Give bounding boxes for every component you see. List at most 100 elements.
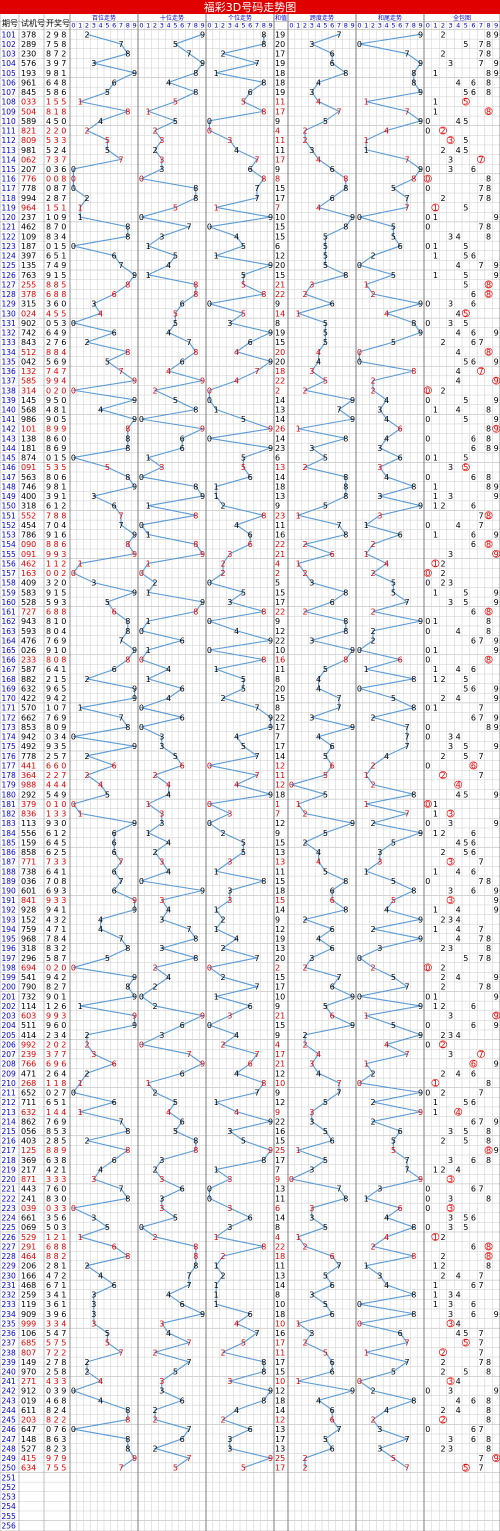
- sum-cell: 9: [275, 1175, 280, 1184]
- pack-repeat-ring: [423, 963, 432, 972]
- digit-mark: 6: [248, 88, 253, 97]
- digit-mark: 5: [105, 136, 110, 145]
- period-cell: 183: [2, 819, 17, 828]
- digit-mark: 6: [180, 1435, 185, 1444]
- digit-mark: 8: [193, 1252, 198, 1261]
- pack-mark: 9: [494, 713, 499, 722]
- digit-mark: 8: [125, 1194, 130, 1203]
- tail-mark: 0: [357, 213, 362, 222]
- open-cell: 9 5 0: [46, 396, 66, 405]
- pack-mark: 9: [494, 973, 499, 982]
- digit-mark: 4: [166, 694, 171, 703]
- trial-cell: 552: [21, 511, 36, 520]
- digit-header: 6: [248, 22, 252, 30]
- open-cell: 3 4 1: [46, 1291, 66, 1300]
- pack-mark: 6: [471, 1098, 476, 1107]
- period-cell: 106: [2, 78, 17, 87]
- digit-mark: 2: [84, 194, 89, 203]
- digit-mark: 0: [207, 963, 212, 972]
- sum-cell: 15: [275, 1021, 285, 1030]
- period-cell: 193: [2, 915, 17, 924]
- trial-cell: 230: [21, 50, 36, 59]
- digit-mark: 3: [159, 232, 164, 241]
- pack-mark: 8: [486, 1367, 491, 1376]
- period-cell: 139: [2, 396, 17, 405]
- pack-mark: 6: [471, 1242, 476, 1251]
- digit-header: 7: [119, 22, 123, 30]
- pack-mark: 0: [425, 165, 430, 174]
- pack-mark: 5: [463, 1339, 468, 1348]
- open-cell: 7 3 7: [46, 155, 66, 164]
- sum-cell: 9: [275, 617, 280, 626]
- pack-mark: 6: [471, 502, 476, 511]
- trial-cell: 928: [21, 906, 36, 915]
- pack-mark: 3: [448, 155, 453, 164]
- pack-mark: 6: [471, 1214, 476, 1223]
- digit-header: 0: [139, 22, 143, 30]
- digit-header: 4: [99, 22, 103, 30]
- pack-repeat-ring: [423, 569, 432, 577]
- pack-mark: 8: [486, 175, 491, 184]
- span-mark: 5: [323, 242, 328, 251]
- period-cell: 175: [2, 742, 17, 751]
- pack-mark: 2: [440, 1069, 445, 1078]
- digit-mark: 9: [268, 329, 273, 338]
- tail-mark: 6: [398, 1127, 403, 1136]
- period-cell: 125: [2, 261, 17, 270]
- digit-mark: 5: [173, 40, 178, 49]
- digit-mark: 7: [186, 925, 191, 934]
- digit-mark: 5: [173, 1464, 178, 1473]
- digit-mark: 3: [227, 598, 232, 607]
- pack-repeat-ring: [461, 309, 470, 318]
- open-cell: 9 4 1: [46, 906, 66, 915]
- sum-cell: 17: [275, 598, 285, 607]
- pack-mark: 2: [440, 1358, 445, 1367]
- digit-mark: 4: [166, 665, 171, 674]
- span-mark: 6: [330, 1252, 335, 1261]
- pack-mark: 5: [463, 98, 468, 107]
- period-cell: 197: [2, 954, 17, 963]
- pack-mark: 8: [486, 877, 491, 886]
- span-mark: 5: [323, 1271, 328, 1280]
- section-title: 百位走势: [92, 14, 116, 22]
- pack-mark: 4: [456, 261, 461, 270]
- pack-mark: 9: [494, 684, 499, 693]
- pack-repeat-ring: [439, 126, 447, 135]
- grid-layer: [0, 14, 500, 1531]
- tail-mark: 8: [411, 69, 416, 78]
- tail-mark: 3: [377, 858, 382, 867]
- pack-mark: 1: [433, 1165, 438, 1174]
- sum-cell: 13: [275, 1271, 285, 1280]
- open-cell: 6 5 1: [46, 1098, 66, 1107]
- period-cell: 111: [2, 127, 17, 136]
- pack-mark: 9: [494, 213, 499, 222]
- tail-mark: 7: [404, 598, 409, 607]
- span-mark: 5: [323, 261, 328, 270]
- sum-cell: 14: [275, 415, 285, 424]
- period-cell: 173: [2, 723, 17, 732]
- span-mark: 9: [350, 396, 355, 405]
- tail-mark: 7: [404, 194, 409, 203]
- period-cell: 207: [2, 1050, 17, 1059]
- pack-mark: 9: [494, 1387, 499, 1396]
- span-mark: 3: [309, 88, 314, 97]
- digit-mark: 7: [254, 1329, 259, 1338]
- span-mark: 4: [316, 675, 321, 684]
- span-mark: 6: [330, 1137, 335, 1146]
- sum-cell: 14: [275, 1214, 285, 1223]
- sum-cell: 11: [275, 867, 285, 876]
- digit-mark: 4: [166, 790, 171, 799]
- period-cell: 170: [2, 694, 17, 703]
- trial-cell: 125: [21, 1146, 36, 1155]
- digit-mark: 0: [71, 175, 76, 184]
- sum-cell: 17: [275, 1339, 285, 1348]
- pack-mark: 7: [478, 223, 483, 232]
- period-cell: 145: [2, 454, 17, 463]
- pack-mark: 9: [494, 30, 499, 39]
- pack-mark: 8: [486, 1416, 491, 1425]
- span-mark: 3: [309, 954, 314, 963]
- pack-mark: 2: [440, 194, 445, 203]
- trial-cell: 528: [21, 598, 36, 607]
- open-cell: 8 6 3: [46, 1435, 66, 1444]
